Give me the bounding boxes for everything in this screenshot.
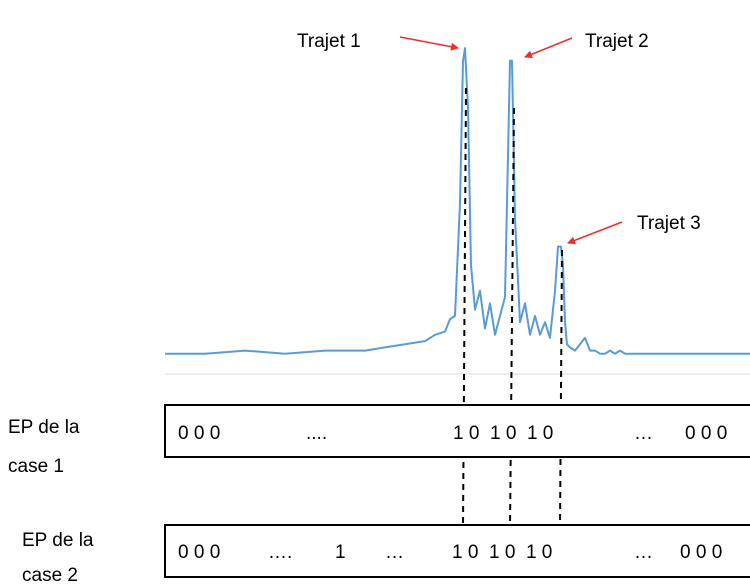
- path3-arrow: [567, 221, 623, 245]
- row2-seg-6: 0 0 0: [680, 542, 722, 563]
- row1-seg-0: 0 0 0: [178, 423, 220, 444]
- projection-line-2: [509, 107, 515, 529]
- annotations: Trajet 1 Trajet 2 Trajet 3: [297, 31, 701, 245]
- row1-sequence-box: [164, 404, 750, 458]
- row2-seg-5: …: [634, 542, 653, 563]
- row2-seg-2: 1: [335, 542, 346, 563]
- row2-sequence-box: [164, 524, 750, 578]
- row1-seg-1: ....: [306, 423, 327, 444]
- row1-seg-3: …: [634, 423, 653, 444]
- path1-label: Trajet 1: [297, 31, 361, 52]
- row-case-2: EP de la case 2 0 0 0 …. 1 … 1 0 1 0 1 0…: [22, 524, 750, 586]
- row-case-1: EP de la case 1 0 0 0 .... 1 0 1 0 1 0 ……: [8, 404, 750, 477]
- path3-label: Trajet 3: [637, 213, 701, 234]
- path1-arrow: [399, 36, 459, 51]
- row2-seg-3: …: [385, 542, 404, 563]
- signal-line: [165, 47, 750, 355]
- row2-label-line1: EP de la: [22, 530, 94, 551]
- row1-seg-2: 1 0 1 0 1 0: [453, 423, 553, 444]
- path2-arrow: [524, 37, 573, 59]
- row2-seg-1: ….: [268, 542, 292, 563]
- row1-label-line2: case 1: [8, 456, 64, 477]
- row1-seg-4: 0 0 0: [685, 423, 727, 444]
- row2-seg-0: 0 0 0: [178, 542, 220, 563]
- row2-label-line2: case 2: [22, 565, 78, 586]
- projection-line-3: [559, 249, 563, 529]
- signal-plot: [165, 47, 750, 375]
- row1-label-line1: EP de la: [8, 417, 80, 438]
- row2-seg-4: 1 0 1 0 1 0: [452, 542, 552, 563]
- projection-lines: [462, 87, 563, 529]
- path2-label: Trajet 2: [585, 31, 649, 52]
- projection-line-1: [462, 87, 467, 529]
